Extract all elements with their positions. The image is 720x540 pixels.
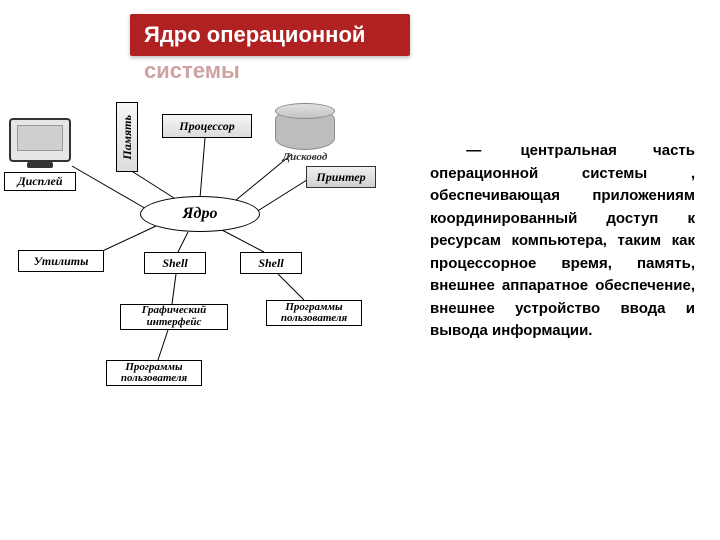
monitor-icon xyxy=(9,118,71,162)
node-memory: Память xyxy=(116,102,138,172)
node-utilities: Утилиты xyxy=(18,250,104,272)
em-dash: — xyxy=(466,140,484,163)
slide-title: Ядро операционной системы xyxy=(130,14,410,86)
description-text: — центральная часть операционной системы… xyxy=(430,140,695,343)
node-printer: Принтер xyxy=(306,166,376,188)
title-line1: Ядро операционной xyxy=(130,14,410,56)
node-gui: Графический интерфейс xyxy=(120,304,228,330)
kernel-diagram: Ядро Процессор Память Дисковод Принтер Д… xyxy=(0,100,400,470)
node-core: Ядро xyxy=(140,196,260,232)
title-line2: системы xyxy=(130,56,410,86)
node-shell-2: Shell xyxy=(240,252,302,274)
node-shell-1: Shell xyxy=(144,252,206,274)
node-user-programs-2: Программы пользователя xyxy=(106,360,202,386)
node-display: Дисплей xyxy=(4,118,76,191)
node-processor: Процессор xyxy=(162,114,252,138)
description-body: центральная часть операционной системы ,… xyxy=(430,142,695,339)
node-disk: Дисковод xyxy=(270,108,340,164)
disk-cylinder-icon xyxy=(275,108,335,150)
node-user-programs-1: Программы пользователя xyxy=(266,300,362,326)
